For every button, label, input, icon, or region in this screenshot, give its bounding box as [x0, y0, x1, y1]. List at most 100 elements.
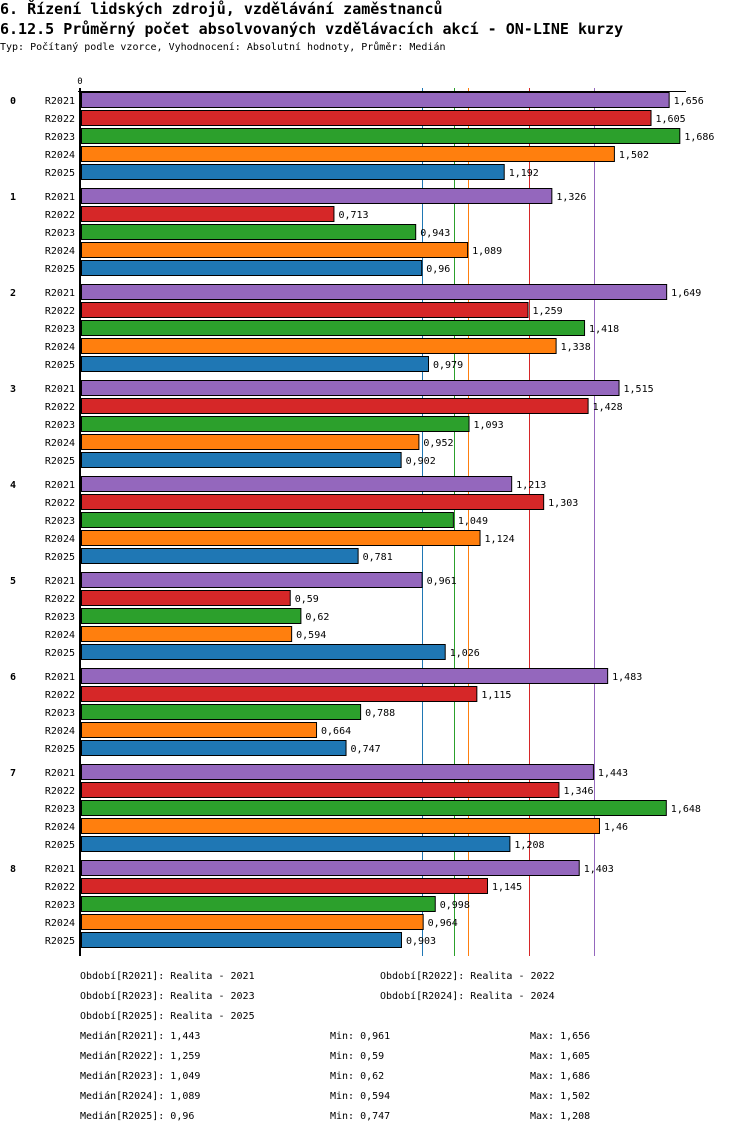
value-label: 1,303 [548, 498, 578, 509]
row-label: R2025 [45, 168, 75, 179]
legend-median: Medián[R2024]: 1,089 [80, 1091, 201, 1102]
value-label: 1,403 [584, 864, 614, 875]
value-label: 0,903 [406, 936, 436, 947]
value-label: 1,213 [516, 480, 546, 491]
value-label: 0,664 [321, 726, 351, 737]
legend-min: Min: 0,961 [330, 1031, 391, 1042]
value-label: 1,338 [561, 342, 591, 353]
group-label: 6 [10, 672, 16, 683]
bar-r2024 [81, 818, 600, 834]
chart-subtitle: Typ: Počítaný podle vzorce, Vyhodnocení:… [0, 42, 446, 53]
value-label: 1,326 [556, 192, 586, 203]
group-label: 2 [10, 288, 16, 299]
legend-period: Období[R2025]: Realita - 2025 [80, 1011, 255, 1022]
row-label: R2024 [45, 150, 75, 161]
value-label: 0,59 [295, 594, 319, 605]
value-label: 1,026 [450, 648, 480, 659]
value-label: 1,346 [563, 786, 593, 797]
bar-r2023 [81, 416, 470, 432]
row-label: R2023 [45, 132, 75, 143]
bar-r2022 [81, 206, 335, 222]
row-label: R2022 [45, 402, 75, 413]
bar-r2024 [81, 626, 293, 642]
legend-min: Min: 0,747 [330, 1111, 391, 1122]
row-label: R2025 [45, 552, 75, 563]
legend-min: Min: 0,594 [330, 1091, 391, 1102]
row-label: R2023 [45, 804, 75, 815]
bar-r2025 [81, 356, 429, 372]
value-label: 1,605 [656, 114, 686, 125]
value-label: 1,428 [593, 402, 623, 413]
group-label: 5 [10, 576, 16, 587]
legend-period: Období[R2021]: Realita - 2021 [80, 971, 255, 982]
row-label: R2021 [45, 96, 75, 107]
bar-r2025 [81, 548, 359, 564]
value-label: 1,443 [598, 768, 628, 779]
row-label: R2025 [45, 936, 75, 947]
legend-period: Období[R2022]: Realita - 2022 [380, 971, 555, 982]
group-label: 0 [10, 96, 16, 107]
legend-max: Max: 1,686 [530, 1071, 591, 1082]
value-label: 0,902 [406, 456, 436, 467]
legend-period: Období[R2024]: Realita - 2024 [380, 991, 555, 1002]
row-label: R2021 [45, 768, 75, 779]
value-label: 1,145 [492, 882, 522, 893]
bar-r2022 [81, 302, 529, 318]
row-label: R2024 [45, 822, 75, 833]
legend-max: Max: 1,502 [530, 1091, 591, 1102]
bars [81, 92, 681, 948]
legend-median: Medián[R2023]: 1,049 [80, 1071, 201, 1082]
section-title: 6. Řízení lidských zdrojů, vzdělávání za… [0, 0, 443, 18]
group-label: 1 [10, 192, 16, 203]
value-label: 1,192 [509, 168, 539, 179]
bar-r2023 [81, 224, 417, 240]
row-label: R2024 [45, 246, 75, 257]
legend-max: Max: 1,605 [530, 1051, 591, 1062]
row-label: R2024 [45, 438, 75, 449]
bar-r2021 [81, 668, 609, 684]
row-label: R2022 [45, 114, 75, 125]
bar-r2021 [81, 764, 594, 780]
row-label: R2025 [45, 744, 75, 755]
value-label: 0,952 [423, 438, 453, 449]
value-label: 1,502 [619, 150, 649, 161]
legend-period: Období[R2023]: Realita - 2023 [80, 991, 255, 1002]
value-label: 0,747 [351, 744, 381, 755]
value-label: 0,713 [338, 210, 368, 221]
bar-r2021 [81, 476, 513, 492]
bar-r2022 [81, 782, 560, 798]
bar-r2021 [81, 92, 670, 108]
value-label: 1,515 [624, 384, 654, 395]
value-label: 0,781 [363, 552, 393, 563]
bar-r2021 [81, 572, 423, 588]
value-label: 1,418 [589, 324, 619, 335]
value-label: 1,656 [674, 96, 704, 107]
value-label: 1,483 [612, 672, 642, 683]
bar-r2023 [81, 608, 302, 624]
bar-r2024 [81, 722, 318, 738]
row-label: R2023 [45, 516, 75, 527]
bar-r2023 [81, 896, 436, 912]
bar-r2022 [81, 686, 478, 702]
bar-r2023 [81, 512, 454, 528]
row-label: R2023 [45, 420, 75, 431]
bar-r2023 [81, 800, 667, 816]
value-label: 1,208 [514, 840, 544, 851]
group-label: 8 [10, 864, 16, 875]
row-label: R2022 [45, 690, 75, 701]
bar-r2021 [81, 380, 620, 396]
row-label: R2021 [45, 384, 75, 395]
row-label: R2021 [45, 864, 75, 875]
row-label: R2024 [45, 630, 75, 641]
legend-max: Max: 1,208 [530, 1111, 591, 1122]
value-label: 1,686 [684, 132, 714, 143]
bar-r2022 [81, 398, 589, 414]
bar-r2022 [81, 494, 545, 510]
value-label: 1,093 [474, 420, 504, 431]
value-label: 0,979 [433, 360, 463, 371]
row-label: R2025 [45, 456, 75, 467]
row-label: R2021 [45, 288, 75, 299]
row-label: R2021 [45, 480, 75, 491]
row-label: R2021 [45, 192, 75, 203]
bar-r2024 [81, 338, 557, 354]
